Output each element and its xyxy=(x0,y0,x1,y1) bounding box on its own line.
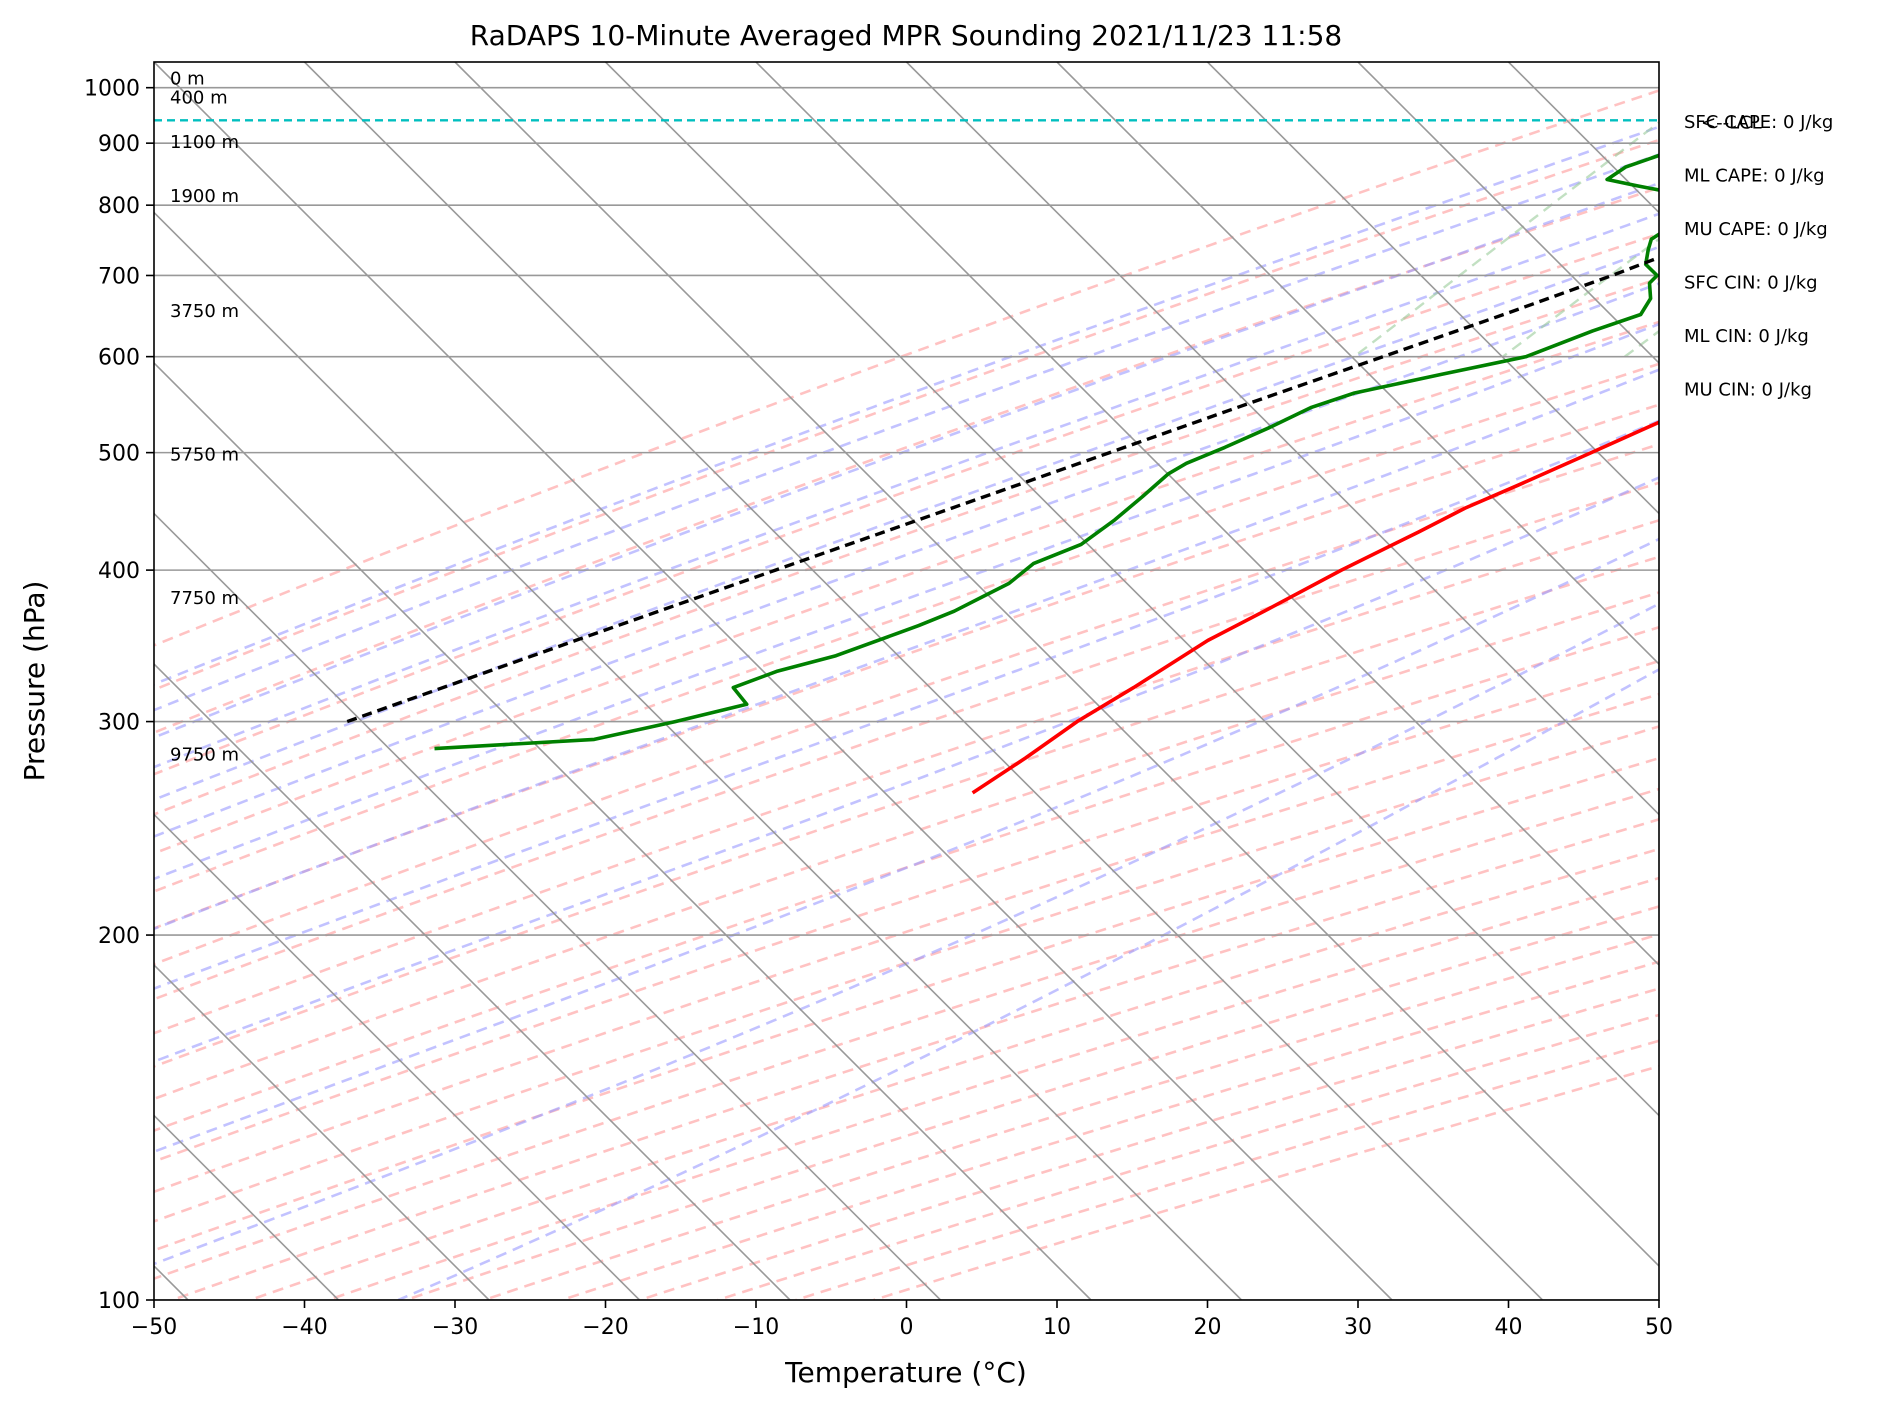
stat-label: MU CIN: 0 J/kg xyxy=(1684,380,1812,401)
stat-label: MU CAPE: 0 J/kg xyxy=(1684,219,1828,240)
x-tick-label: 30 xyxy=(1344,1315,1372,1340)
x-tick-label: −30 xyxy=(432,1315,478,1340)
y-tick-label: 100 xyxy=(98,1289,140,1314)
y-tick-label: 1000 xyxy=(84,77,140,102)
x-tick-label: 0 xyxy=(900,1315,914,1340)
stat-label: ML CIN: 0 J/kg xyxy=(1684,326,1809,347)
lcl-label: <--LCL xyxy=(1701,112,1762,133)
x-tick-label: 20 xyxy=(1194,1315,1222,1340)
height-label: 1900 m xyxy=(170,186,239,207)
stat-label: SFC CIN: 0 J/kg xyxy=(1684,273,1818,294)
lcl-group: <--LCL xyxy=(1701,112,1762,133)
y-tick-label: 500 xyxy=(98,442,140,467)
height-label: 9750 m xyxy=(170,745,239,766)
x-axis-label: Temperature (°C) xyxy=(784,1356,1027,1389)
height-label: 5750 m xyxy=(170,444,239,465)
y-tick-label: 400 xyxy=(98,559,140,584)
x-tick-label: −50 xyxy=(131,1315,177,1340)
x-tick-label: 10 xyxy=(1043,1315,1071,1340)
chart-title: RaDAPS 10-Minute Averaged MPR Sounding 2… xyxy=(470,19,1342,52)
y-tick-label: 700 xyxy=(98,264,140,289)
y-tick-label: 900 xyxy=(98,132,140,157)
x-tick-label: −20 xyxy=(582,1315,628,1340)
x-tick-label: 50 xyxy=(1645,1315,1673,1340)
y-tick-label: 600 xyxy=(98,346,140,371)
height-label: 7750 m xyxy=(170,588,239,609)
y-tick-label: 800 xyxy=(98,194,140,219)
y-tick-label: 300 xyxy=(98,711,140,736)
height-label: 1100 m xyxy=(170,132,239,153)
stat-label: ML CAPE: 0 J/kg xyxy=(1684,166,1825,187)
x-tick-label: −40 xyxy=(281,1315,327,1340)
height-label: 3750 m xyxy=(170,301,239,322)
y-tick-label: 200 xyxy=(98,924,140,949)
y-axis-label: Pressure (hPa) xyxy=(18,581,51,782)
x-tick-label: 40 xyxy=(1495,1315,1523,1340)
height-label: 400 m xyxy=(170,87,228,108)
x-tick-label: −10 xyxy=(733,1315,779,1340)
